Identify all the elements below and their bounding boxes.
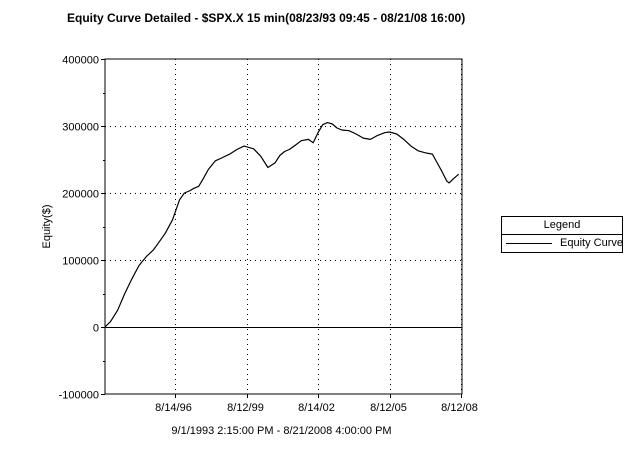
chart-title: Equity Curve Detailed - $SPX.X 15 min(08… xyxy=(67,11,466,25)
x-tick-label: 8/14/96 xyxy=(155,402,192,414)
y-tick-label: 400000 xyxy=(62,55,99,67)
legend-title: Legend xyxy=(543,219,581,231)
legend-divider xyxy=(502,234,622,235)
x-tick-label: 8/12/05 xyxy=(370,402,407,414)
axis-layer xyxy=(101,58,463,398)
y-tick-label: 300000 xyxy=(62,122,99,134)
y-tick-label: 0 xyxy=(93,323,99,335)
x-axis-title: 9/1/1993 2:15:00 PM - 8/21/2008 4:00:00 … xyxy=(171,425,391,437)
x-tick-label: 8/12/99 xyxy=(227,402,264,414)
x-tick-label: 8/12/08 xyxy=(441,402,478,414)
legend: Legend Equity Curve xyxy=(501,216,623,253)
y-axis-title: Equity($) xyxy=(41,204,53,248)
grid-layer xyxy=(105,59,462,394)
y-tick-label: 100000 xyxy=(62,256,99,268)
y-tick-label: 200000 xyxy=(62,189,99,201)
legend-swatch-equity-curve xyxy=(506,243,552,244)
plot-frame xyxy=(104,58,463,395)
x-tick-label: 8/14/02 xyxy=(298,402,335,414)
series-layer xyxy=(104,121,460,328)
y-tick-label: -100000 xyxy=(59,390,99,402)
legend-label-equity-curve: Equity Curve xyxy=(560,237,623,249)
label-layer: -100000 0 100000 200000 300000 400000 8/14/96 8… xyxy=(41,55,478,438)
series-line-equity-curve xyxy=(104,121,460,328)
